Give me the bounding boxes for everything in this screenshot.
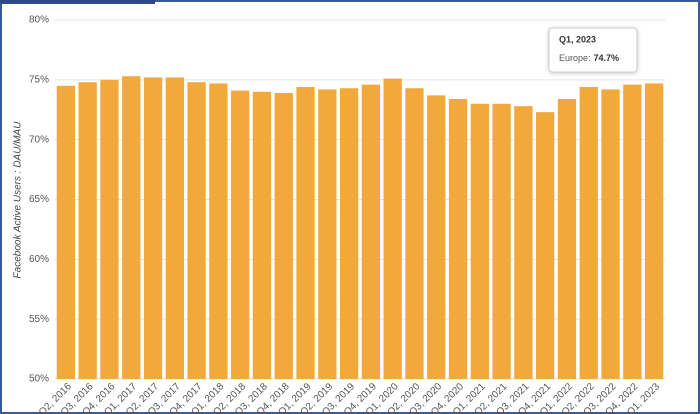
bar bbox=[427, 95, 446, 379]
y-tick-label: 80% bbox=[29, 15, 49, 26]
y-tick-label: 75% bbox=[29, 74, 49, 85]
bar bbox=[514, 106, 533, 379]
bar bbox=[579, 87, 598, 379]
tab bbox=[0, 0, 155, 4]
bar bbox=[623, 84, 642, 380]
tooltip-text: Europe: 74.7% bbox=[559, 53, 619, 63]
bar bbox=[536, 112, 555, 379]
y-tick-label: 50% bbox=[29, 374, 49, 385]
y-tick-label: 55% bbox=[29, 314, 49, 325]
bar bbox=[557, 98, 577, 379]
bar bbox=[644, 83, 664, 379]
y-tick-label: 60% bbox=[29, 254, 49, 265]
bar bbox=[470, 103, 489, 380]
tooltip-value: 74.7% bbox=[594, 53, 620, 63]
tooltip-series: Europe: bbox=[559, 53, 591, 63]
bar bbox=[448, 98, 468, 379]
bar bbox=[492, 103, 511, 380]
y-tick-label: 70% bbox=[29, 134, 49, 145]
tooltip: Q1, 2023 Europe: 74.7% bbox=[548, 27, 638, 73]
bar bbox=[252, 91, 272, 380]
bar bbox=[231, 90, 250, 379]
bar bbox=[56, 85, 76, 380]
bar bbox=[405, 88, 424, 380]
y-tick-label: 65% bbox=[29, 194, 49, 205]
bar bbox=[296, 87, 315, 379]
y-axis-label: Facebook Active Users : DAU/MAU bbox=[13, 121, 24, 279]
bar bbox=[143, 77, 163, 379]
bar bbox=[274, 92, 293, 379]
bar bbox=[209, 83, 228, 379]
bar bbox=[318, 89, 337, 379]
bar bbox=[100, 79, 119, 379]
bar bbox=[78, 82, 97, 379]
bar bbox=[165, 77, 184, 379]
bar bbox=[361, 84, 381, 380]
tooltip-box bbox=[548, 27, 638, 73]
bar bbox=[339, 88, 359, 380]
bar bbox=[122, 76, 141, 379]
bar bbox=[383, 78, 402, 380]
bar bbox=[601, 89, 620, 379]
bar bbox=[187, 82, 206, 379]
tooltip-title: Q1, 2023 bbox=[559, 34, 596, 44]
